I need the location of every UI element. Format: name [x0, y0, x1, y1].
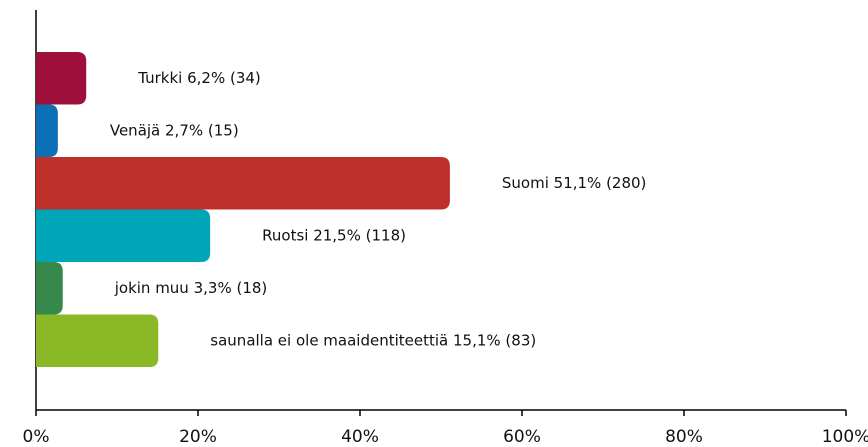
value-label: Venäjä 2,7% (15) — [110, 121, 239, 139]
x-tick-label: 40% — [341, 427, 379, 447]
value-label: Suomi 51,1% (280) — [502, 174, 647, 192]
bar — [36, 52, 87, 105]
value-label: Turkki 6,2% (34) — [137, 69, 261, 87]
x-tick-label: 60% — [503, 427, 541, 447]
x-tick-label: 80% — [665, 427, 703, 447]
x-tick-label: 0% — [23, 427, 50, 447]
value-label: saunalla ei ole maaidentiteettiä 15,1% (… — [210, 331, 536, 349]
value-label: Ruotsi 21,5% (118) — [262, 226, 406, 244]
bar — [36, 262, 63, 315]
bar — [36, 314, 159, 367]
value-label: jokin muu 3,3% (18) — [114, 279, 268, 297]
bar — [36, 209, 211, 262]
bar — [36, 104, 58, 157]
bar — [36, 157, 450, 210]
x-tick-label: 20% — [179, 427, 217, 447]
x-tick-label: 100% — [822, 427, 868, 447]
